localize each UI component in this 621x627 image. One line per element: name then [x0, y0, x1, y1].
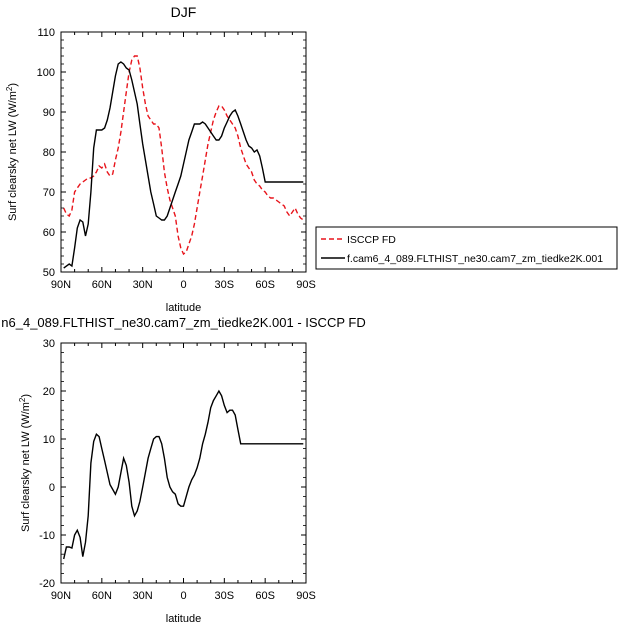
series-line-isccp-fd	[63, 55, 304, 256]
legend-label: f.cam6_4_089.FLTHIST_ne30.cam7_zm_tiedke…	[347, 253, 603, 265]
x-tick-label: 60N	[92, 279, 112, 291]
y-tick-label: -10	[39, 530, 55, 542]
y-tick-label: 10	[43, 434, 55, 446]
y-tick-label: 100	[37, 67, 55, 79]
x-tick-label: 60S	[255, 279, 275, 291]
y-axis-label: Surf clearsky net LW (W/m2)	[18, 394, 33, 532]
chart-title: DJF	[171, 4, 197, 20]
legend-box	[315, 226, 618, 270]
y-axis-label-text: Surf clearsky net LW (W/m	[7, 91, 19, 221]
y-tick-label: -20	[39, 578, 55, 590]
x-tick-label: 60N	[92, 590, 112, 602]
x-tick-label: 90S	[296, 279, 316, 291]
legend: ISCCP FD f.cam6_4_089.FLTHIST_ne30.cam7_z…	[315, 226, 618, 270]
y-tick-label: 0	[49, 482, 55, 494]
y-tick-label: 20	[43, 386, 55, 398]
series-line-model	[63, 389, 304, 560]
series-line-model	[63, 61, 304, 269]
x-tick-label: 0	[180, 279, 186, 291]
chart-title: n6_4_089.FLTHIST_ne30.cam7_zm_tiedke2K.0…	[1, 315, 365, 330]
y-axis-label: Surf clearsky net LW (W/m2)	[5, 83, 20, 221]
y-tick-label: 30	[43, 338, 55, 350]
y-tick-label: 50	[43, 267, 55, 279]
x-tick-label: 30S	[215, 590, 235, 602]
y-axis-label-close: )	[7, 83, 19, 87]
x-tick-label: 90N	[51, 590, 71, 602]
chart-panel-1: DJF 90N 60N 30N 0 30S 60S 90S 50 60 70 80 90 100 110 la…	[5, 4, 618, 314]
y-tick-label: 80	[43, 147, 55, 159]
y-axis-label-close: )	[20, 394, 32, 398]
y-tick-label: 110	[37, 27, 55, 39]
y-axis-label-superscript: 2	[18, 397, 27, 402]
plot-frame	[60, 342, 307, 584]
y-axis-label-superscript: 2	[5, 86, 14, 91]
x-tick-label: 60S	[255, 590, 275, 602]
y-axis-label-text: Surf clearsky net LW (W/m	[20, 402, 32, 532]
x-tick-label: 30N	[133, 279, 153, 291]
y-tick-label: 90	[43, 107, 55, 119]
plot-frame	[60, 31, 307, 273]
x-tick-label: 90N	[51, 279, 71, 291]
x-axis-label: latitude	[166, 613, 201, 625]
y-tick-label: 60	[43, 227, 55, 239]
y-tick-label: 70	[43, 187, 55, 199]
x-axis-label: latitude	[166, 302, 201, 314]
chart-panel-2: n6_4_089.FLTHIST_ne30.cam7_zm_tiedke2K.0…	[1, 315, 365, 625]
x-tick-label: 30N	[133, 590, 153, 602]
x-tick-label: 90S	[296, 590, 316, 602]
x-tick-label: 0	[180, 590, 186, 602]
x-tick-label: 30S	[215, 279, 235, 291]
legend-label: ISCCP FD	[347, 234, 396, 246]
